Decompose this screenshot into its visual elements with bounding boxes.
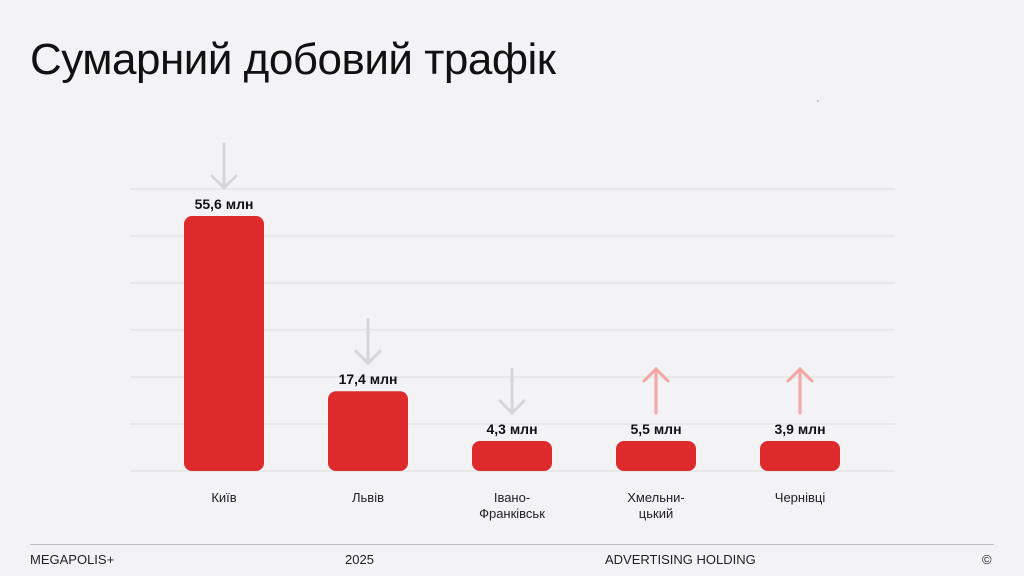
bar bbox=[184, 216, 264, 471]
footer-year: 2025 bbox=[345, 552, 374, 567]
arrow-down-icon bbox=[210, 142, 238, 191]
category-label: цький bbox=[639, 506, 673, 521]
arrow-up-icon bbox=[642, 366, 670, 415]
arrow-up-icon bbox=[786, 366, 814, 415]
data-label: 55,6 млн bbox=[195, 196, 254, 212]
footer-brand: MEGAPOLIS+ bbox=[30, 552, 115, 567]
copyright-icon: © bbox=[982, 552, 992, 567]
category-label: Франківськ bbox=[479, 506, 545, 521]
category-label: Хмельни- bbox=[627, 490, 685, 505]
bar bbox=[472, 441, 552, 471]
arrow-down-icon bbox=[354, 317, 382, 366]
footer-divider bbox=[30, 544, 994, 545]
arrow-down-icon bbox=[498, 367, 526, 416]
category-label: Київ bbox=[211, 490, 236, 505]
category-label: Чернівці bbox=[775, 490, 826, 505]
data-label: 4,3 млн bbox=[486, 421, 537, 437]
page-title: Сумарний добовий трафік bbox=[30, 35, 556, 84]
data-label: 5,5 млн bbox=[630, 421, 681, 437]
category-label: Івано- bbox=[494, 490, 530, 505]
footer-holding: ADVERTISING HOLDING bbox=[605, 552, 756, 567]
decorative-dot bbox=[817, 100, 819, 102]
data-label: 3,9 млн bbox=[774, 421, 825, 437]
bar bbox=[616, 441, 696, 471]
category-label: Львів bbox=[352, 490, 384, 505]
bar bbox=[760, 441, 840, 471]
bar bbox=[328, 391, 408, 471]
data-label: 17,4 млн bbox=[339, 371, 398, 387]
